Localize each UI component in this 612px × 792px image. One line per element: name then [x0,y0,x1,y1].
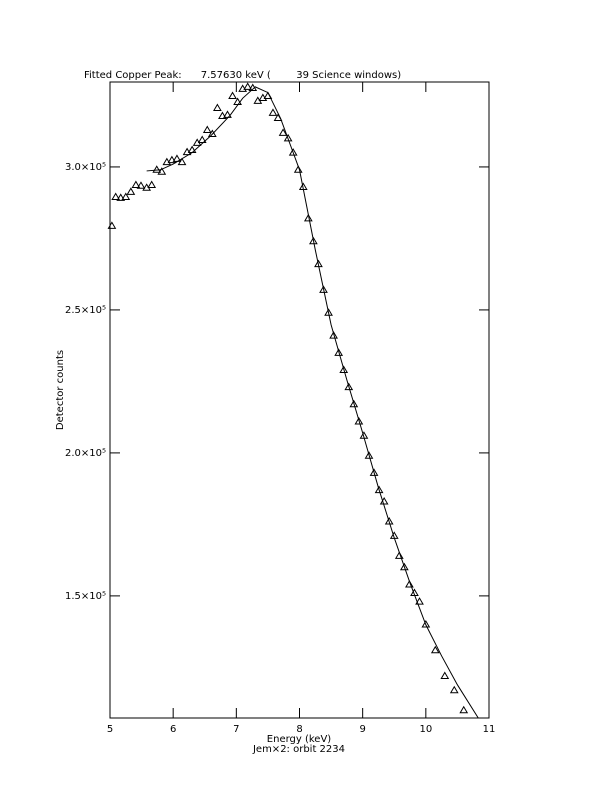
data-point [334,348,344,356]
data-point [384,517,394,525]
data-point [268,108,278,116]
x-axis-label: Energy (keV) [267,734,332,745]
data-point [152,165,162,173]
data-point [303,213,313,222]
x-tick-label: 11 [483,724,496,735]
data-point [440,671,450,679]
data-point [459,705,469,714]
y-tick-label: 2.0×10⁵ [65,448,106,459]
x-tick-label: 5 [107,724,113,735]
data-point [394,551,404,559]
y-tick-label: 1.5×10⁵ [65,591,106,602]
data-point [364,451,374,459]
data-point [243,82,253,90]
x-tick-label: 8 [296,724,302,735]
data-point [329,331,338,339]
data-point [415,597,424,605]
data-point [197,135,207,144]
data-point [421,619,431,628]
data-point [374,485,384,494]
data-point [349,399,359,408]
data-point [121,192,131,200]
data-point [354,416,364,425]
x-tick-label: 7 [233,724,239,735]
data-point [157,167,167,175]
data-point [339,365,349,373]
data-point [223,110,232,118]
data-point [116,193,126,201]
subtitle: Jem×2: orbit 2234 [252,744,345,755]
data-point [202,125,212,134]
data-point [111,192,121,200]
data-point [136,181,146,189]
data-point [324,308,333,316]
data-point [278,128,288,136]
data-point [319,285,328,293]
data-point [218,111,227,120]
x-tick-label: 10 [419,724,432,735]
data-point [228,91,237,100]
data-point [126,187,136,195]
y-tick-label: 2.5×10⁵ [65,305,106,316]
fit-line [146,86,479,719]
data-point [405,579,414,588]
data-point [293,165,303,173]
data-point [449,685,459,694]
plot-frame [109,81,490,719]
data-point [369,468,379,476]
x-tick-label: 9 [359,724,365,735]
x-tick-label: 6 [170,724,176,735]
data-point [107,221,117,229]
chart-title: Fitted Copper Peak: 7.57630 keV ( 39 Sci… [84,70,401,81]
data-point [167,155,177,164]
data-point [283,133,293,142]
data-point [213,103,222,112]
data-point [131,180,141,188]
data-point [344,382,354,391]
data-point [399,562,409,571]
data-point [177,157,187,166]
data-point [147,180,157,188]
data-point [309,236,318,245]
data-point [207,129,217,138]
y-axis-label: Detector counts [55,350,66,430]
y-tick-label: 3.0×10⁵ [65,162,106,173]
data-point [430,645,440,654]
data-point [187,145,197,154]
data-point [288,148,298,156]
